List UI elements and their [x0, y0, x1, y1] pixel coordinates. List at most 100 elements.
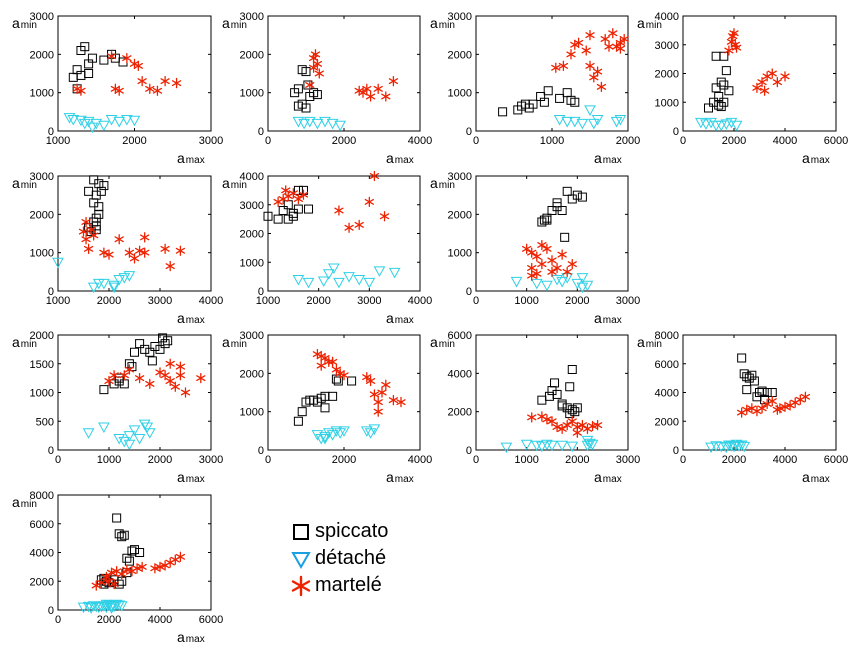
panel-2: 0 2000 4000 0 1000 2000 3000 amax amin [222, 11, 432, 166]
y-tick-label: 2000 [240, 368, 264, 380]
y-tick-label: 2000 [448, 407, 472, 419]
data-point-asterisk [381, 91, 391, 102]
data-point-triangle-down [360, 426, 373, 437]
data-point-triangle-down [63, 113, 76, 124]
data-point-triangle-down [520, 439, 533, 451]
x-axis-label: amax [177, 629, 205, 645]
panel-6: 1000 2000 3000 400001000200030004000amaxami… [222, 170, 432, 326]
data-point-square [537, 395, 547, 405]
series-triangle-down [311, 424, 381, 445]
data-point-triangle-down [75, 115, 87, 127]
data-point-triangle-down [105, 601, 118, 612]
data-point-square [130, 347, 139, 357]
data-point-square [150, 342, 160, 351]
data-point-asterisk [527, 412, 537, 423]
data-point-square [544, 391, 554, 401]
data-point-asterisk [293, 193, 304, 205]
data-point-asterisk [731, 42, 742, 53]
data-point-asterisk [381, 379, 391, 390]
series-square [68, 42, 128, 94]
x-tick-label: 0 [265, 454, 271, 466]
data-point-asterisk [567, 416, 577, 427]
data-point-square [742, 385, 752, 395]
data-point-square [714, 92, 724, 101]
data-point-triangle-down [98, 120, 110, 132]
data-point-triangle-down [87, 601, 100, 612]
data-point-asterisk [767, 68, 777, 79]
data-point-triangle-down [322, 269, 335, 280]
data-point-triangle-down [138, 419, 151, 431]
y-axis-label: amin [430, 175, 455, 191]
x-tick-label: 1000 [46, 135, 70, 147]
y-tick-label: 0 [48, 445, 54, 457]
data-point-asterisk [552, 262, 562, 274]
data-point-square [84, 186, 94, 196]
series-asterisk [522, 239, 577, 281]
x-axis-label: amax [386, 469, 414, 485]
y-tick-label: 3000 [30, 11, 54, 23]
y-tick-label: 4000 [240, 171, 264, 183]
data-point-square [567, 365, 577, 374]
data-point-triangle-down [311, 118, 324, 130]
data-point-asterisk [91, 580, 101, 591]
data-point-asterisk [76, 85, 86, 96]
data-point-triangle-down [705, 442, 717, 454]
y-tick-label: 4000 [655, 388, 679, 400]
data-point-triangle-down [133, 434, 146, 445]
data-point-triangle-down [500, 442, 513, 454]
data-point-triangle-down [546, 440, 558, 452]
data-point-asterisk [772, 76, 782, 88]
data-point-triangle-down [319, 116, 331, 128]
data-point-square [767, 388, 777, 397]
data-point-asterisk [160, 243, 170, 254]
data-point-asterisk [150, 563, 160, 574]
data-point-triangle-down [100, 599, 113, 611]
y-tick-label: 3000 [240, 11, 264, 23]
data-point-asterisk [604, 41, 614, 52]
y-tick-label: 0 [673, 126, 679, 138]
x-tick-label: 4000 [148, 614, 172, 626]
triangle-down-marker-icon [291, 551, 311, 569]
data-point-square [721, 66, 731, 76]
data-point-square [283, 200, 293, 210]
data-point-triangle-down [326, 118, 339, 130]
data-point-triangle-down [121, 115, 133, 126]
data-point-square [301, 67, 311, 77]
y-tick-label: 4000 [30, 548, 54, 560]
data-point-asterisk [557, 249, 567, 260]
data-point-triangle-down [67, 115, 80, 126]
data-point-triangle-down [725, 117, 738, 129]
data-point-asterisk [175, 551, 186, 562]
plot-frame [682, 15, 837, 132]
data-point-asterisk [314, 68, 324, 79]
series-square [537, 186, 587, 242]
data-point-asterisk [78, 226, 89, 237]
panel-10: 0 1000 2000 3000 0 2000 4000 6000 amax amin [430, 330, 640, 485]
data-point-square [87, 53, 97, 63]
series-triangle-down [77, 599, 128, 614]
data-point-triangle-down [328, 263, 340, 275]
y-tick-label: 3000 [655, 40, 679, 52]
data-point-triangle-down [571, 278, 584, 290]
x-tick-label: 3000 [616, 295, 640, 307]
data-point-asterisk [567, 259, 577, 270]
data-point-triangle-down [730, 120, 743, 132]
data-point-triangle-down [108, 280, 120, 292]
data-point-asterisk [562, 266, 572, 277]
data-point-asterisk [364, 196, 374, 208]
series-asterisk [724, 28, 790, 96]
data-point-asterisk [114, 234, 124, 245]
data-point-asterisk [581, 45, 591, 56]
data-point-triangle-down [52, 257, 64, 269]
data-point-square [273, 214, 283, 224]
data-point-square [293, 84, 303, 94]
data-point-square [711, 51, 721, 61]
x-tick-label: 2000 [97, 614, 121, 626]
y-tick-label: 6000 [30, 519, 54, 531]
series-triangle-down [52, 257, 136, 294]
data-point-asterisk [396, 396, 406, 408]
data-point-triangle-down [581, 435, 594, 447]
series-square [96, 513, 145, 589]
data-point-triangle-down [568, 116, 581, 128]
